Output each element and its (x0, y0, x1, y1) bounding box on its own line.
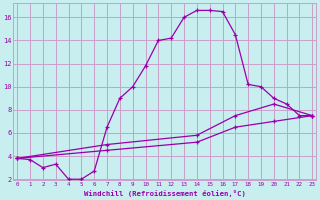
X-axis label: Windchill (Refroidissement éolien,°C): Windchill (Refroidissement éolien,°C) (84, 190, 246, 197)
